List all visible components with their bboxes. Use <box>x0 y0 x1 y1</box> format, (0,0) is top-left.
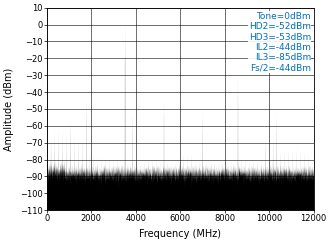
Text: Tone=0dBm
HD2=-52dBm
HD3=-53dBm
IL2=-44dBm
IL3=-85dBm
Fs/2=-44dBm: Tone=0dBm HD2=-52dBm HD3=-53dBm IL2=-44d… <box>249 12 311 73</box>
X-axis label: Frequency (MHz): Frequency (MHz) <box>139 229 221 239</box>
Y-axis label: Amplitude (dBm): Amplitude (dBm) <box>4 67 14 150</box>
